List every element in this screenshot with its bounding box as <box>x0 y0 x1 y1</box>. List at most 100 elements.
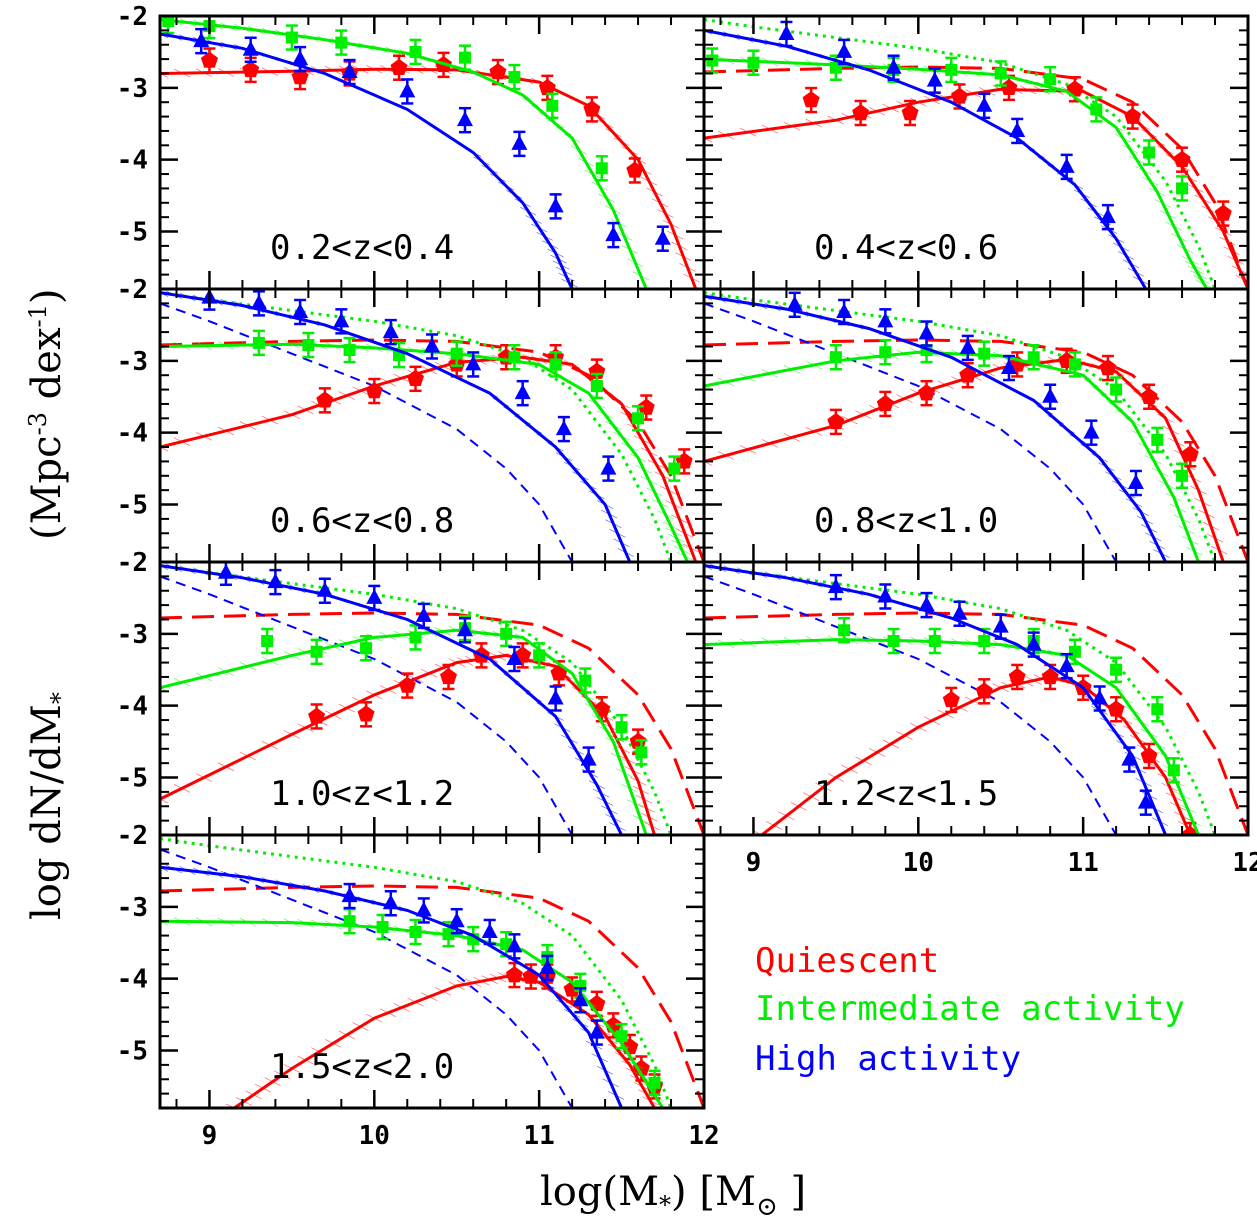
y-tick-label: -2 <box>117 548 148 578</box>
point-high <box>827 578 844 594</box>
point-intermediate <box>1176 469 1189 482</box>
fit-line-high-activity <box>704 294 1167 562</box>
point-quiescent <box>1000 78 1018 96</box>
redshift-label: 0.8<z<1.0 <box>814 501 998 541</box>
point-high <box>465 355 482 371</box>
point-intermediate <box>1090 103 1103 116</box>
point-high <box>1058 657 1075 673</box>
point-high <box>333 312 350 328</box>
reference-intermediate_dotted <box>160 291 673 562</box>
point-quiescent <box>390 58 408 75</box>
point-high <box>1058 157 1075 173</box>
panel-5: -2 -3 -4 -5 1.0<z<1.2 <box>117 548 706 837</box>
point-high <box>600 459 617 475</box>
point-intermediate <box>747 56 760 69</box>
band-hatch-quiescent <box>160 73 169 78</box>
y-axis-title: log dN/dM* (Mpc-3 dex-1) <box>24 288 74 920</box>
fit-line-high-activity <box>160 865 623 1108</box>
reference-intermediate_dotted <box>160 837 673 1108</box>
point-high <box>836 302 853 318</box>
point-intermediate <box>409 45 422 58</box>
y-tick-label: -2 <box>117 275 148 305</box>
point-high <box>836 42 853 58</box>
y-tick-label: -5 <box>117 218 148 248</box>
point-high <box>506 937 523 953</box>
point-quiescent <box>505 966 523 983</box>
point-high <box>456 111 473 127</box>
y-tick-label: -5 <box>117 764 148 794</box>
point-high <box>778 24 795 40</box>
band-hatch-high-activity <box>704 29 713 35</box>
band-hatch-quiescent <box>226 1103 235 1108</box>
point-high <box>547 197 564 213</box>
band-hatch-high-activity <box>704 295 713 301</box>
point-intermediate <box>579 674 592 687</box>
point-intermediate <box>1068 358 1081 371</box>
point-intermediate <box>978 347 991 360</box>
redshift-label: 0.6<z<0.8 <box>270 501 454 541</box>
plot-area <box>160 16 700 289</box>
point-intermediate <box>706 54 719 67</box>
point-high <box>547 689 564 705</box>
panel-1: -2 -3 -4 -5 0.2<z<0.4 <box>117 2 706 291</box>
redshift-label: 1.2<z<1.5 <box>814 774 998 814</box>
point-high <box>267 573 284 589</box>
point-intermediate <box>546 99 559 112</box>
reference-high_dashed <box>160 302 573 562</box>
panel-frame <box>158 833 706 1110</box>
point-quiescent <box>365 382 383 399</box>
fit-line-intermediate-activity <box>160 342 689 562</box>
point-quiescent <box>583 100 601 117</box>
legend-intermediate: Intermediate activity <box>755 989 1185 1029</box>
point-quiescent <box>675 452 693 469</box>
point-high <box>885 58 902 74</box>
band-hatch-high-activity <box>160 866 169 872</box>
point-high <box>539 958 556 974</box>
point-quiescent <box>440 667 457 685</box>
point-intermediate <box>829 351 842 364</box>
point-high <box>511 134 528 150</box>
point-quiescent <box>357 705 375 722</box>
point-quiescent <box>876 394 894 412</box>
point-high <box>514 384 531 400</box>
panel-7: -2 -3 -4 -5 9 10 11 12 1.5<z<2.0 <box>117 821 720 1151</box>
point-quiescent <box>951 87 968 104</box>
y-tick-label: -3 <box>117 620 148 650</box>
point-quiescent <box>514 646 532 663</box>
band-hatch-high-activity <box>160 565 169 570</box>
x-tick-label: 12 <box>688 1121 719 1151</box>
point-quiescent <box>308 707 326 724</box>
plot-area <box>704 563 1248 835</box>
y-tick-label: -2 <box>117 2 148 32</box>
point-intermediate <box>549 358 562 371</box>
y-tick-label: -4 <box>117 965 148 995</box>
point-high <box>1009 121 1026 137</box>
y-tick-label: -5 <box>117 1037 148 1067</box>
point-high <box>786 295 803 311</box>
point-intermediate <box>376 920 389 933</box>
point-high <box>1042 387 1059 403</box>
point-quiescent <box>852 104 870 121</box>
point-high <box>366 588 383 604</box>
reference-quiescent_dashed <box>160 611 704 835</box>
point-intermediate <box>335 36 348 49</box>
plot-area <box>160 837 704 1108</box>
point-intermediate <box>343 344 356 357</box>
y-axis-title-text: log dN/dM* <box>24 692 74 920</box>
band-hatch-quiescent <box>160 798 169 804</box>
x-axis-title: log(M*) [M⊙ ] <box>540 1169 806 1222</box>
point-high <box>1127 473 1144 489</box>
point-high <box>399 82 416 98</box>
point-intermediate <box>500 627 513 640</box>
point-intermediate <box>887 635 900 648</box>
reference-high_dashed <box>160 848 573 1108</box>
point-intermediate <box>1110 383 1123 396</box>
point-high <box>877 312 894 328</box>
band-hatch-high-activity <box>160 292 169 297</box>
point-quiescent <box>1140 387 1158 404</box>
point-high <box>572 991 589 1007</box>
point-intermediate <box>533 649 546 662</box>
band-hatch-quiescent <box>160 446 169 452</box>
point-intermediate <box>1151 433 1164 446</box>
fit-line-intermediate-activity <box>160 628 648 835</box>
